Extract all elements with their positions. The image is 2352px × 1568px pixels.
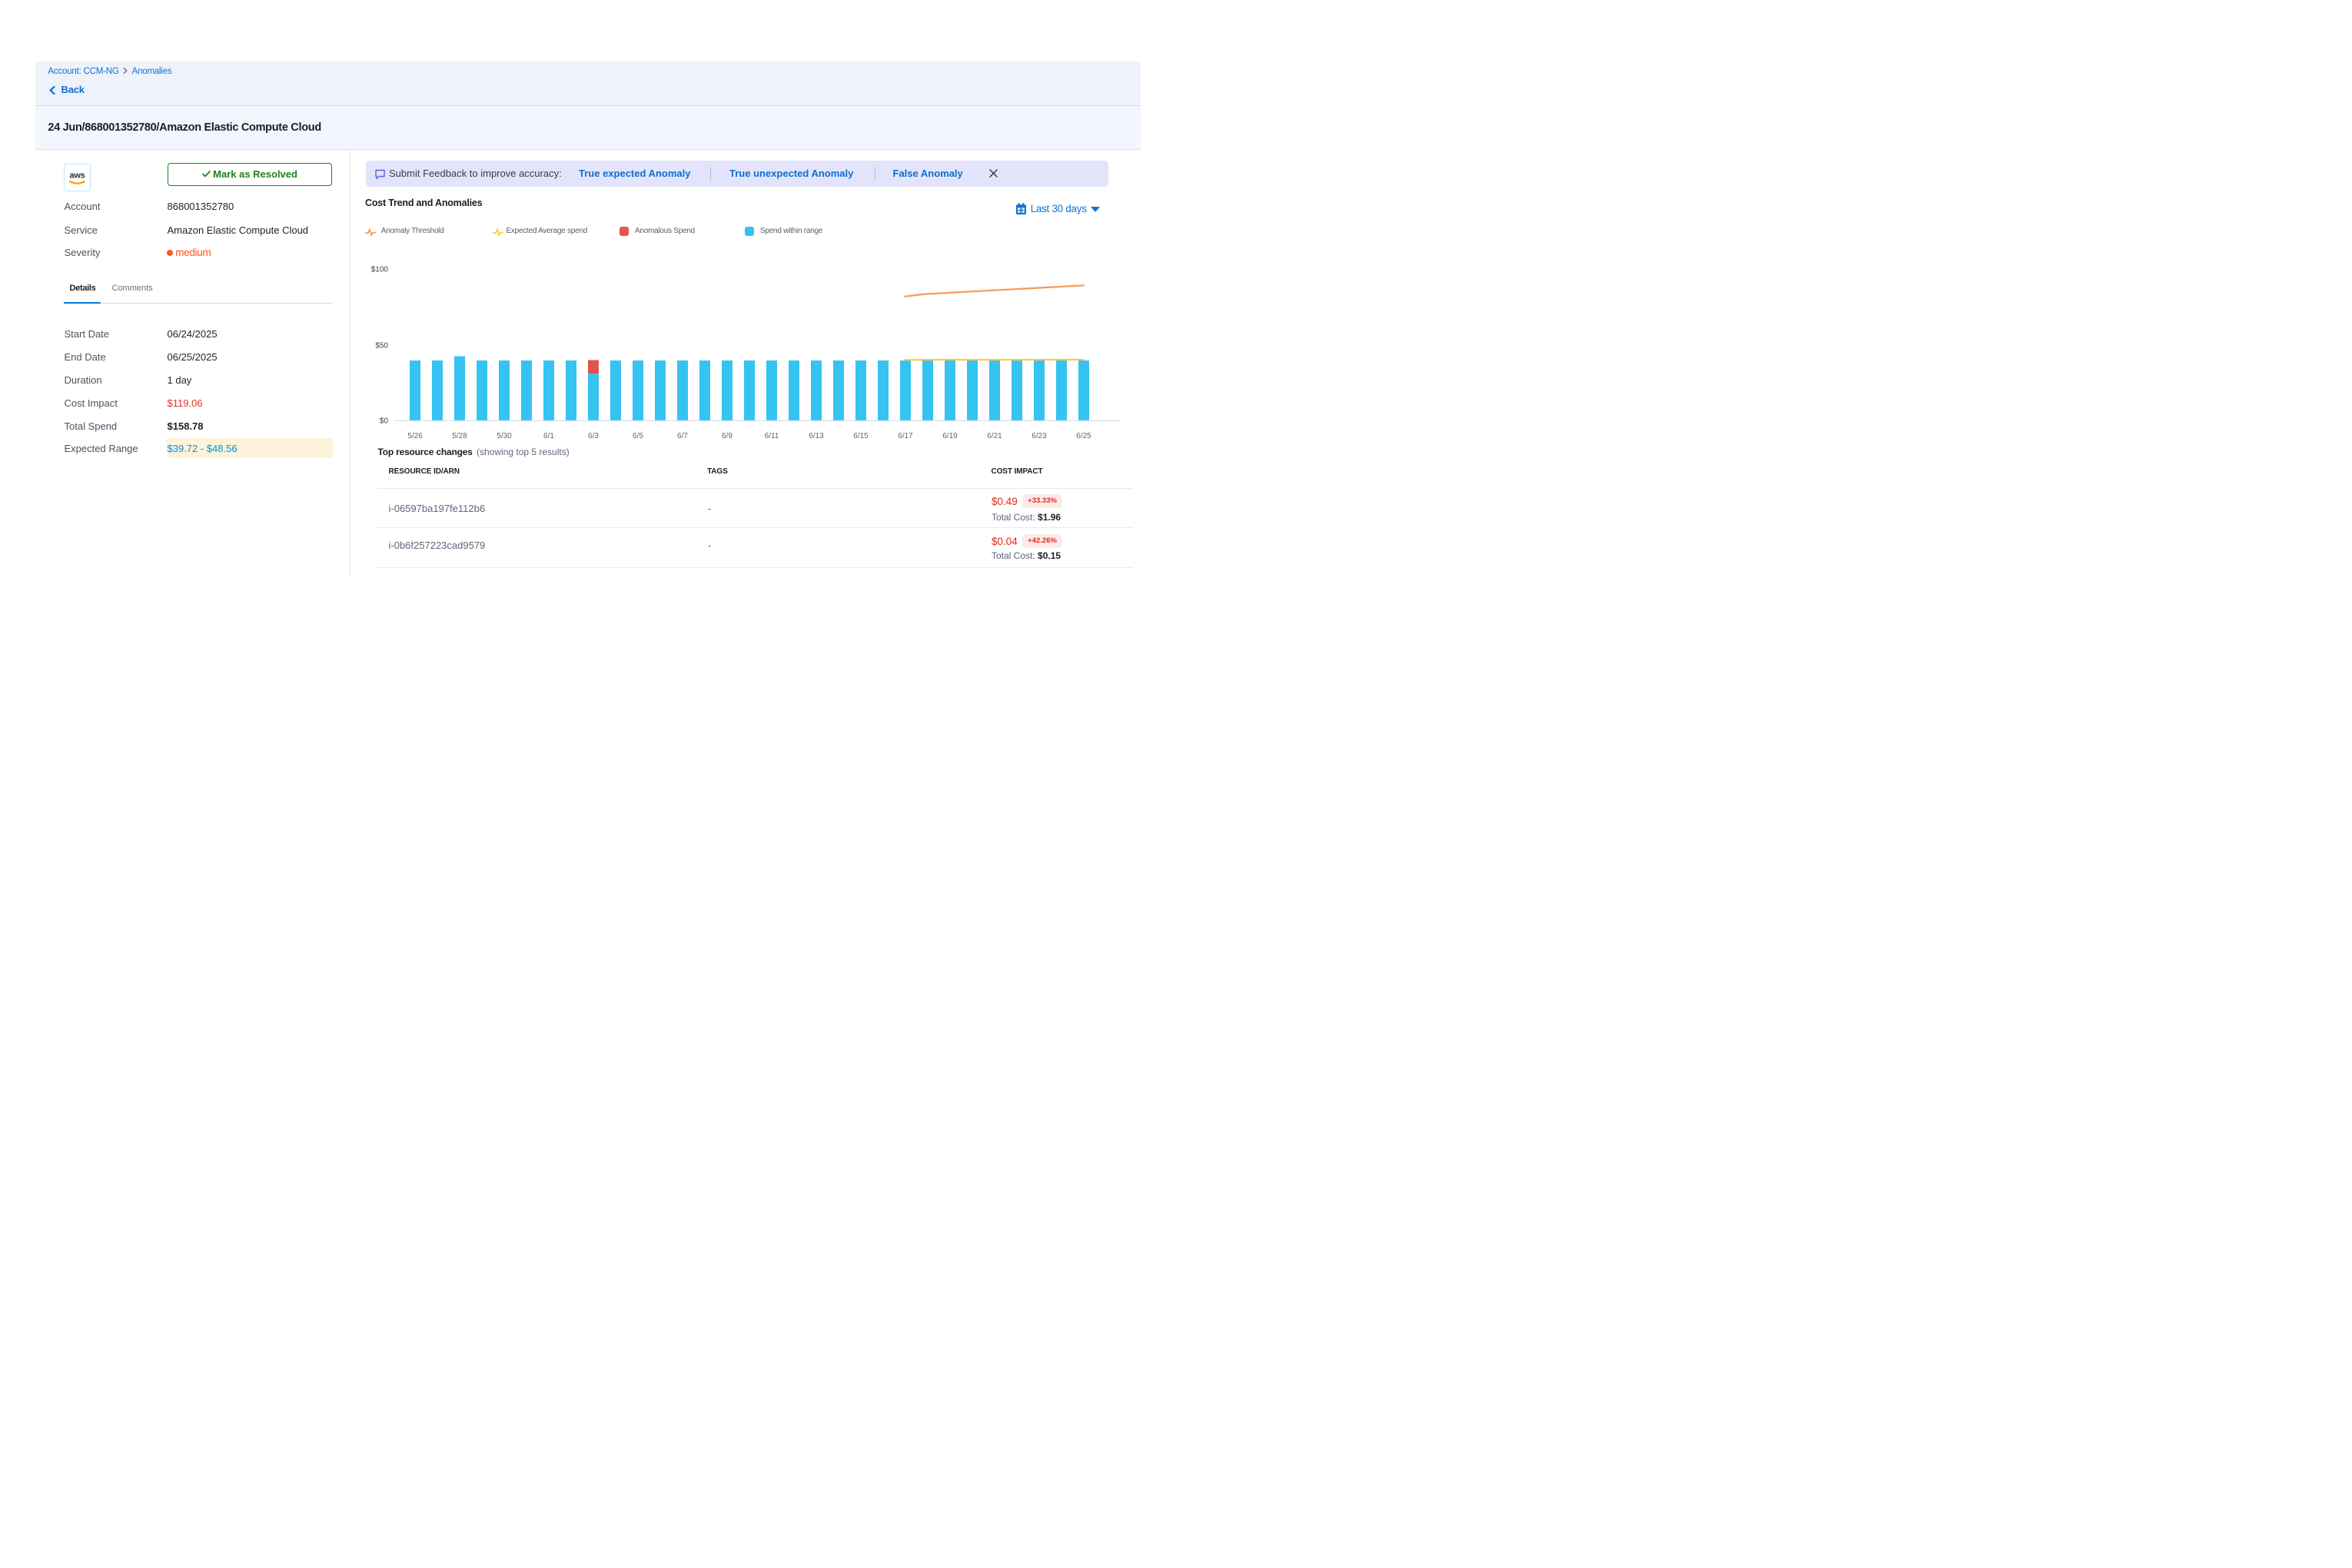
- svg-text:6/17: 6/17: [898, 432, 913, 440]
- svg-text:6/1: 6/1: [543, 432, 554, 440]
- svg-text:5/28: 5/28: [452, 432, 467, 440]
- svg-text:6/19: 6/19: [942, 432, 958, 440]
- svg-text:$100: $100: [371, 266, 389, 274]
- svg-text:6/9: 6/9: [722, 432, 733, 440]
- svg-text:6/25: 6/25: [1076, 432, 1091, 440]
- svg-text:6/7: 6/7: [677, 432, 688, 440]
- svg-text:6/11: 6/11: [765, 432, 779, 440]
- svg-text:$50: $50: [375, 342, 388, 350]
- svg-text:$0: $0: [380, 417, 389, 425]
- svg-text:6/21: 6/21: [987, 432, 1002, 440]
- svg-text:5/26: 5/26: [407, 432, 423, 440]
- svg-text:6/5: 6/5: [633, 432, 643, 440]
- svg-text:5/30: 5/30: [497, 432, 512, 440]
- svg-text:6/23: 6/23: [1031, 432, 1047, 440]
- svg-text:aws: aws: [69, 171, 85, 180]
- svg-text:6/13: 6/13: [809, 432, 824, 440]
- svg-text:6/15: 6/15: [853, 432, 869, 440]
- svg-text:6/3: 6/3: [588, 432, 599, 440]
